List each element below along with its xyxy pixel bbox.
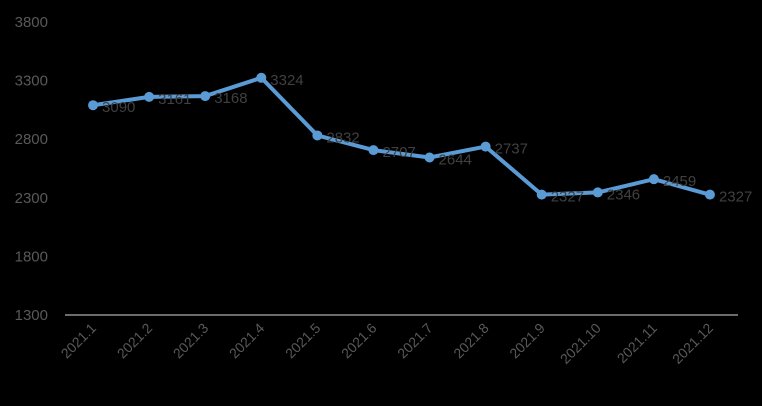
y-tick-label: 2300	[15, 190, 48, 207]
x-tick-label: 2021.8	[450, 320, 492, 362]
x-tick-label: 2021.1	[58, 320, 100, 362]
data-label: 2459	[663, 173, 696, 190]
data-point	[88, 100, 99, 111]
data-point	[200, 91, 211, 102]
data-label: 3168	[214, 90, 247, 107]
y-tick-label: 2800	[15, 131, 48, 148]
x-tick-label: 2021.3	[170, 320, 212, 362]
data-point	[256, 72, 267, 83]
data-labels: 3090 3161 3168 3324 2832 2707 2644 2737 2327 2346…	[102, 72, 752, 206]
x-tick-label: 2021.10	[557, 320, 604, 367]
data-label: 3090	[102, 99, 135, 116]
data-point	[368, 145, 379, 156]
x-tick-label: 2021.5	[282, 320, 324, 362]
data-points	[88, 72, 715, 200]
x-tick-label: 2021.9	[506, 320, 548, 362]
data-label: 2707	[382, 144, 415, 161]
data-label: 2327	[719, 189, 752, 206]
data-label: 2737	[495, 141, 528, 158]
data-label: 3324	[270, 72, 303, 89]
data-label: 3161	[158, 91, 191, 108]
x-axis-labels: 2021.1 2021.2 2021.3 2021.4 2021.5 2021.6 2021…	[58, 320, 717, 367]
data-point	[480, 141, 491, 152]
x-tick-label: 2021.12	[669, 320, 716, 367]
y-axis-labels: 1300 1800 2300 2800 3300 3800	[15, 14, 48, 324]
y-tick-label: 3300	[15, 73, 48, 90]
data-point	[144, 91, 155, 102]
x-tick-label: 2021.2	[114, 320, 156, 362]
data-point	[648, 174, 659, 185]
data-label: 2832	[326, 129, 359, 146]
data-point	[536, 189, 547, 200]
data-label: 2644	[439, 151, 472, 168]
data-label: 2327	[551, 189, 584, 206]
data-label: 2346	[607, 186, 640, 203]
data-point	[704, 189, 715, 200]
x-tick-label: 2021.6	[338, 320, 380, 362]
data-point	[312, 130, 323, 141]
y-tick-label: 1300	[15, 307, 48, 324]
data-point	[592, 187, 603, 198]
x-tick-label: 2021.7	[394, 320, 436, 362]
y-tick-label: 1800	[15, 248, 48, 265]
x-tick-label: 2021.11	[614, 320, 661, 367]
x-tick-label: 2021.4	[226, 320, 268, 362]
series-line	[92, 75, 711, 197]
y-tick-label: 3800	[15, 14, 48, 31]
data-point	[424, 152, 435, 163]
